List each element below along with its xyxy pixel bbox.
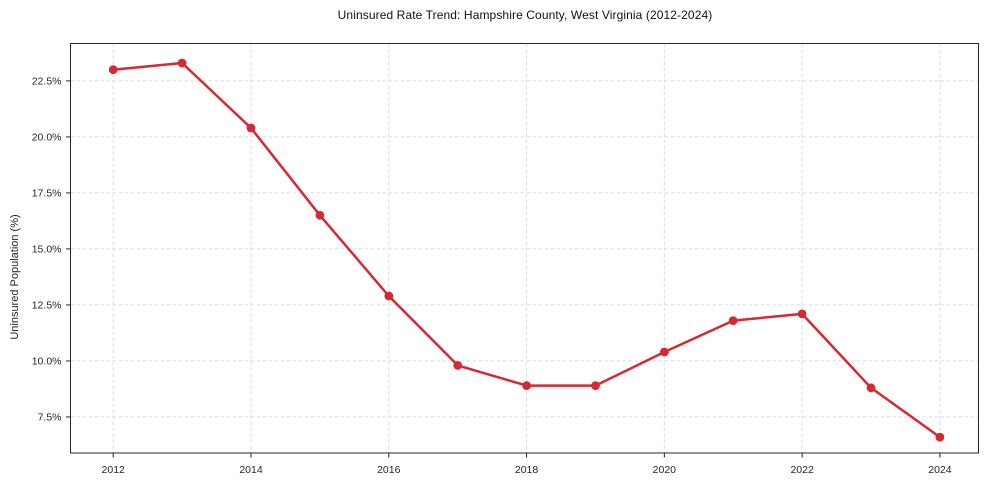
y-tick-label: 22.5% bbox=[32, 76, 62, 88]
data-point-marker bbox=[522, 381, 531, 390]
y-tick-label: 10.0% bbox=[32, 356, 62, 368]
data-point-marker bbox=[660, 347, 669, 357]
data-point-marker bbox=[866, 383, 876, 393]
y-tick-label: 12.5% bbox=[32, 300, 62, 312]
y-tick-label: 17.5% bbox=[32, 188, 62, 200]
x-tick-label: 2016 bbox=[377, 464, 401, 476]
data-point-marker bbox=[591, 381, 600, 390]
y-tick-label: 15.0% bbox=[32, 244, 62, 256]
x-tick-label: 2012 bbox=[102, 464, 126, 476]
data-point-marker bbox=[246, 123, 256, 133]
data-point-marker bbox=[315, 210, 325, 220]
data-point-marker bbox=[935, 432, 945, 442]
y-tick-label: 20.0% bbox=[32, 132, 62, 144]
data-point-marker bbox=[177, 58, 187, 68]
x-tick-label: 2022 bbox=[790, 464, 814, 476]
x-tick-label: 2018 bbox=[515, 464, 539, 476]
data-point-marker bbox=[797, 309, 807, 319]
x-tick-label: 2014 bbox=[239, 464, 263, 476]
chart-title: Uninsured Rate Trend: Hampshire County, … bbox=[337, 8, 713, 22]
plot-border bbox=[70, 43, 979, 454]
data-point-marker bbox=[108, 65, 118, 75]
data-point-marker bbox=[453, 361, 463, 370]
x-tick-label: 2020 bbox=[653, 464, 677, 476]
plot-background bbox=[70, 43, 979, 453]
data-point-marker bbox=[728, 316, 738, 325]
data-point-marker bbox=[384, 291, 394, 301]
x-tick-label: 2024 bbox=[928, 464, 952, 476]
y-tick-label: 7.5% bbox=[38, 412, 62, 424]
